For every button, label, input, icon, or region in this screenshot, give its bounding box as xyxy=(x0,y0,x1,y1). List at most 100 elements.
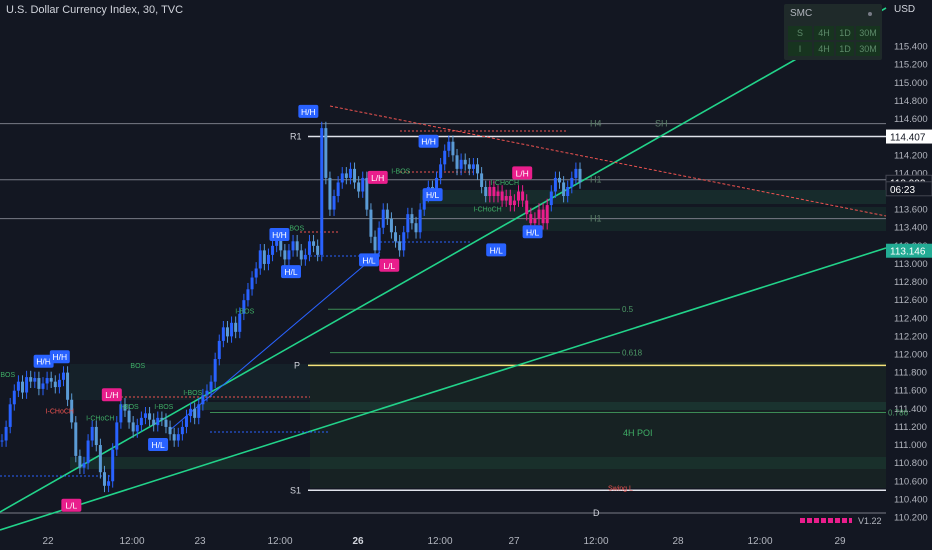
level-label: S1 xyxy=(290,485,301,495)
candle-body xyxy=(291,241,295,251)
candle-body xyxy=(98,445,102,473)
y-tick-label: 112.000 xyxy=(894,349,928,360)
candle-body xyxy=(476,164,480,174)
swing-label: H/H xyxy=(36,357,51,367)
smc-cell[interactable]: 4H xyxy=(814,26,834,40)
y-tick-label: 115.400 xyxy=(894,42,928,53)
y-tick-label: 110.400 xyxy=(894,494,928,505)
candle-body xyxy=(119,404,123,423)
candle-body xyxy=(131,422,135,432)
candle-body xyxy=(373,236,377,251)
candle-body xyxy=(443,150,447,165)
candle-body xyxy=(287,250,291,260)
candle-body xyxy=(37,378,41,389)
price-tag xyxy=(886,243,932,258)
swing-label-box xyxy=(422,188,443,202)
candle-body xyxy=(369,209,373,237)
swing-label: L/L xyxy=(65,501,77,511)
candle-body xyxy=(57,379,61,388)
x-tick-label: 12:00 xyxy=(747,536,772,547)
candle-body xyxy=(53,381,57,388)
candle-body xyxy=(221,327,225,341)
candle-body xyxy=(168,426,172,435)
price-axis[interactable]: 115.400 115.200 115.000 114.800 114.600 114.4… xyxy=(885,42,932,524)
candle-body xyxy=(504,196,508,201)
candle-body xyxy=(344,173,348,178)
candle-body xyxy=(123,404,127,411)
candle-body xyxy=(86,440,90,464)
structure-label: BOS xyxy=(0,372,15,379)
candle-body xyxy=(164,419,168,427)
candle-body xyxy=(25,377,29,393)
candle-body xyxy=(348,168,352,178)
swing-label-box xyxy=(61,498,82,512)
candle-body xyxy=(303,254,307,260)
candle-body xyxy=(180,426,184,435)
candle-body xyxy=(512,200,516,206)
candle-body xyxy=(279,236,283,251)
x-tick-label: 12:00 xyxy=(583,536,608,547)
y-tick-label: 110.200 xyxy=(894,512,928,523)
y-tick-label: 111.600 xyxy=(894,386,927,397)
swing-label-box xyxy=(33,354,54,368)
smc-panel[interactable]: SMC S 4H 1D 30M I 4H 1D 30M xyxy=(784,4,882,60)
candle-body xyxy=(258,250,262,269)
smc-cell[interactable]: 4H xyxy=(814,42,834,56)
candle-body xyxy=(361,177,365,192)
candle-body xyxy=(545,205,549,224)
candle-body xyxy=(16,381,20,391)
candle-body xyxy=(336,182,340,197)
swing-label: L/L xyxy=(383,261,395,271)
swing-label-box xyxy=(298,104,319,118)
level-label: H4 xyxy=(590,119,602,129)
candle-body xyxy=(389,218,393,233)
candle-body xyxy=(78,455,82,468)
candle-body xyxy=(480,173,484,187)
smc-cell[interactable]: 1D xyxy=(836,26,854,40)
x-tick-label: 12:00 xyxy=(427,536,452,547)
candle-body xyxy=(562,182,566,197)
structure-label: I-BOS xyxy=(120,404,139,411)
candle-body xyxy=(238,313,242,332)
x-tick-label: 29 xyxy=(834,536,846,547)
candle-body xyxy=(422,196,426,210)
candle-body xyxy=(467,164,471,169)
candle-body xyxy=(135,425,139,432)
candle-body xyxy=(414,223,418,233)
swing-label-box xyxy=(359,253,380,267)
time-axis[interactable]: 22 12:00 23 12:00 26 12:00 27 12:00 28 12:00 29 xyxy=(42,536,846,547)
smc-cell[interactable]: 1D xyxy=(836,42,854,56)
candle-body xyxy=(66,372,70,400)
trendline-green xyxy=(0,7,887,513)
candle-body xyxy=(246,289,250,301)
panel-dot-icon[interactable] xyxy=(868,12,872,16)
candle-body xyxy=(435,177,439,192)
candle-body xyxy=(139,417,143,426)
candle-body xyxy=(250,277,254,290)
candle-body xyxy=(402,232,406,251)
y-tick-label: 114.200 xyxy=(894,150,928,161)
candle-body xyxy=(172,434,176,441)
swing-label-box xyxy=(522,225,543,239)
swing-label-box xyxy=(148,438,169,452)
structure-label: Swing L xyxy=(608,485,633,492)
candle-body xyxy=(33,378,37,382)
trendline-blue xyxy=(169,251,381,431)
smc-cell[interactable]: 30M xyxy=(856,26,880,40)
candle-body xyxy=(217,340,221,360)
order-block xyxy=(420,190,886,204)
smc-cell[interactable]: 30M xyxy=(856,42,880,56)
swing-label-box xyxy=(418,134,439,148)
swing-label: H/H xyxy=(421,137,436,147)
y-tick-label: 112.600 xyxy=(894,295,928,306)
price-tag-label: 06:23 xyxy=(890,185,915,196)
swing-label-box xyxy=(367,170,388,184)
x-tick-label: 12:00 xyxy=(119,536,144,547)
candle-body xyxy=(553,177,557,192)
candle-body xyxy=(70,399,74,423)
structure-label: I-CHoCH xyxy=(46,408,74,415)
candle-body xyxy=(205,390,209,396)
candle-body xyxy=(234,322,238,332)
candle-body xyxy=(156,417,160,426)
